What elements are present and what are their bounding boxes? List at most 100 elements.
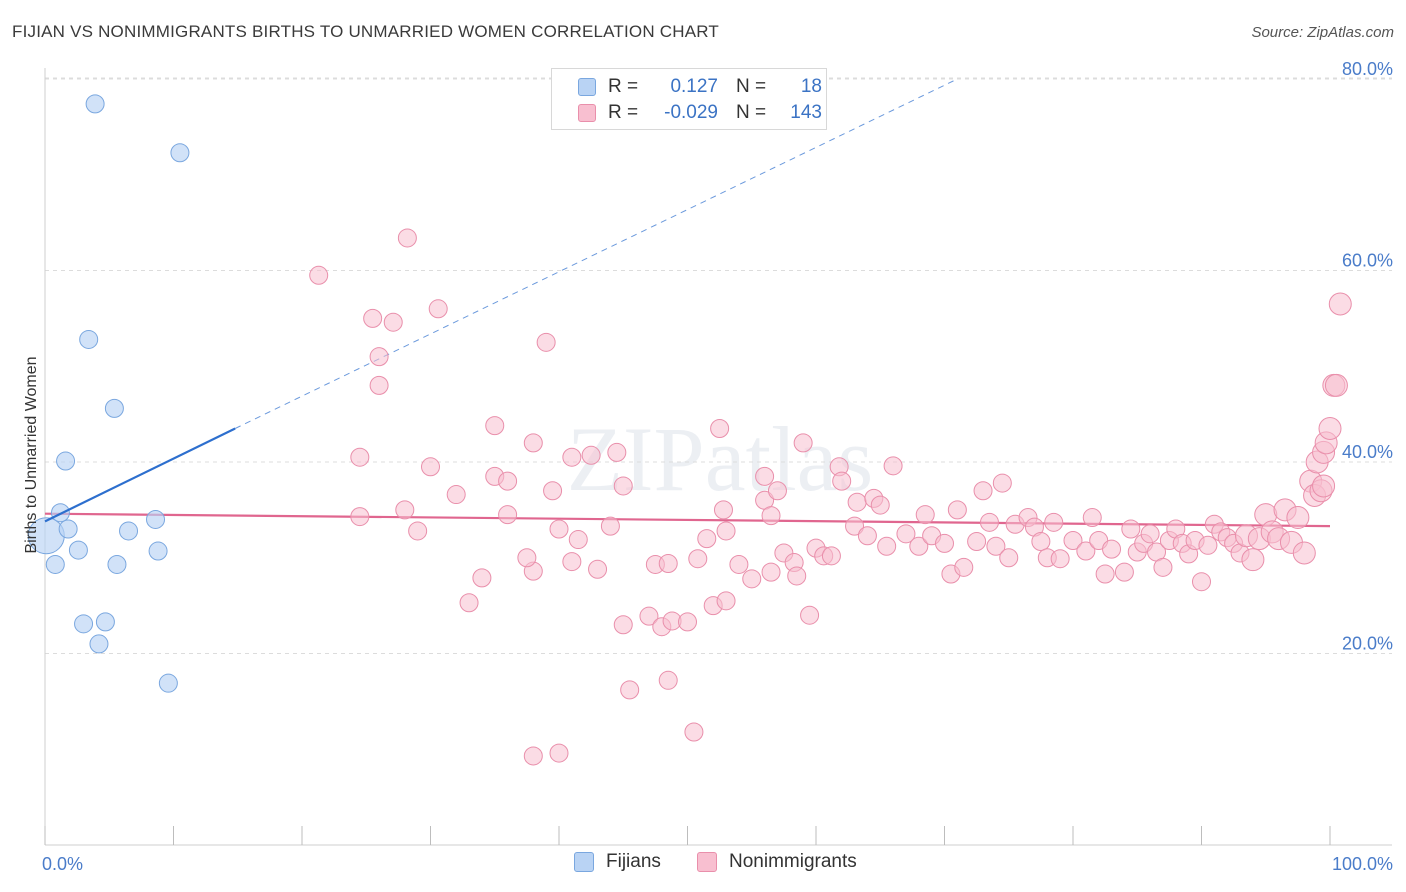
nonimmigrant-point bbox=[383, 312, 403, 332]
nonimmigrant-point bbox=[1318, 416, 1342, 440]
nonimmigrant-point bbox=[716, 521, 736, 541]
n-label: N = bbox=[736, 102, 767, 123]
fijian-point bbox=[89, 634, 109, 654]
nonimmigrant-point bbox=[581, 445, 601, 465]
nonimmigrant-point bbox=[684, 722, 704, 742]
fijians-trend-extension bbox=[234, 78, 958, 429]
nonimmigrant-point bbox=[1198, 535, 1218, 555]
nonimmigrant-point bbox=[755, 466, 775, 486]
nonimmigrant-point bbox=[1082, 508, 1102, 528]
legend-label-fijians: Fijians bbox=[606, 851, 661, 872]
nonimmigrant-point bbox=[967, 531, 987, 551]
fijian-point bbox=[95, 612, 115, 632]
nonimmigrant-point bbox=[369, 347, 389, 367]
nonimmigrant-point bbox=[459, 593, 479, 613]
nonimmigrant-point bbox=[896, 524, 916, 544]
nonimmigrant-point bbox=[688, 549, 708, 569]
nonimmigrant-point bbox=[915, 505, 935, 525]
nonimmigrant-point bbox=[793, 433, 813, 453]
nonimmigrant-point bbox=[954, 557, 974, 577]
nonimmigrant-point bbox=[549, 743, 569, 763]
nonimmigrant-point bbox=[658, 553, 678, 573]
nonimmigrants-swatch bbox=[697, 852, 717, 872]
nonimmigrant-point bbox=[1192, 572, 1211, 592]
nonimmigrant-point bbox=[1312, 474, 1336, 498]
nonimmigrant-point bbox=[1095, 564, 1115, 584]
axes bbox=[44, 68, 1392, 846]
r-label: R = bbox=[608, 102, 639, 123]
nonimmigrant-point bbox=[877, 536, 897, 556]
legend-label-nonimmigrants: Nonimmigrants bbox=[729, 851, 857, 872]
nonimmigrant-point bbox=[1102, 539, 1122, 559]
nonimmigrant-point bbox=[800, 605, 820, 625]
nonimmigrant-point bbox=[395, 500, 415, 520]
nonimmigrant-point bbox=[472, 568, 492, 588]
nonimmigrant-point bbox=[397, 228, 417, 248]
fijian-point bbox=[68, 540, 88, 560]
r-value: 0.127 bbox=[670, 76, 718, 97]
nonimmigrant-point bbox=[350, 507, 370, 527]
tick-labels: 20.0% 40.0% 60.0% 80.0% 0.0% 100.0% bbox=[42, 59, 1393, 874]
data-points bbox=[27, 94, 1352, 766]
nonimmigrant-point bbox=[845, 516, 865, 536]
nonimmigrant-point bbox=[1063, 531, 1083, 551]
nonimmigrant-point bbox=[1114, 562, 1134, 582]
nonimmigrant-point bbox=[350, 447, 370, 467]
nonimmigrant-point bbox=[832, 471, 852, 491]
nonimmigrant-point bbox=[607, 442, 627, 462]
fijian-point bbox=[104, 398, 124, 418]
fijians-swatch bbox=[578, 78, 596, 96]
legend-item-fijians[interactable]: Fijians bbox=[574, 851, 661, 873]
n-value: 143 bbox=[790, 102, 822, 123]
nonimmigrant-point bbox=[309, 265, 329, 285]
nonimmigrant-point bbox=[549, 519, 569, 539]
fijian-point bbox=[85, 94, 105, 114]
nonimmigrant-point bbox=[716, 591, 736, 611]
nonimmigrant-point bbox=[1292, 541, 1316, 565]
fijian-point bbox=[146, 509, 166, 529]
nonimmigrant-point bbox=[909, 536, 929, 556]
nonimmigrant-point bbox=[787, 566, 807, 586]
legend-row-nonimmigrants: R = -0.029 N = 143 bbox=[552, 100, 822, 126]
nonimmigrant-point bbox=[568, 530, 588, 550]
nonimmigrant-point bbox=[536, 332, 556, 352]
nonimmigrant-point bbox=[1031, 531, 1051, 551]
gridlines bbox=[45, 77, 1392, 654]
nonimmigrant-point bbox=[485, 416, 505, 436]
nonimmigrants-trend-line bbox=[44, 512, 1331, 528]
nonimmigrant-point bbox=[658, 670, 678, 690]
nonimmigrant-point bbox=[1121, 519, 1141, 539]
source-credit: Source: ZipAtlas.com bbox=[1251, 24, 1394, 41]
nonimmigrant-point bbox=[562, 552, 582, 572]
nonimmigrant-point bbox=[1153, 557, 1173, 577]
nonimmigrant-point bbox=[992, 473, 1012, 493]
nonimmigrant-point bbox=[1241, 548, 1265, 572]
nonimmigrant-point bbox=[678, 612, 697, 632]
nonimmigrant-point bbox=[1050, 549, 1070, 569]
fijian-point bbox=[58, 519, 78, 539]
nonimmigrant-point bbox=[428, 299, 448, 319]
y-tick-label: 40.0% bbox=[1342, 442, 1393, 462]
x-tick-label: 0.0% bbox=[42, 854, 83, 874]
nonimmigrant-point bbox=[986, 536, 1006, 556]
fijian-point bbox=[79, 329, 99, 349]
y-tick-label: 60.0% bbox=[1342, 251, 1393, 271]
nonimmigrant-point bbox=[421, 457, 440, 477]
nonimmigrant-point bbox=[408, 521, 428, 541]
y-tick-label: 80.0% bbox=[1342, 59, 1393, 79]
nonimmigrant-point bbox=[1328, 292, 1352, 316]
legend-item-nonimmigrants[interactable]: Nonimmigrants bbox=[697, 851, 857, 873]
nonimmigrant-point bbox=[1076, 541, 1096, 561]
nonimmigrant-point bbox=[870, 495, 890, 515]
n-value: 18 bbox=[800, 76, 822, 97]
nonimmigrant-point bbox=[767, 481, 787, 501]
y-axis-label: Births to Unmarried Women bbox=[23, 356, 40, 553]
r-value: -0.029 bbox=[664, 102, 718, 123]
nonimmigrant-point bbox=[613, 615, 633, 635]
nonimmigrant-point bbox=[742, 569, 762, 589]
fijian-point bbox=[107, 554, 127, 574]
chart-title: FIJIAN VS NONIMMIGRANTS BIRTHS TO UNMARR… bbox=[12, 22, 719, 41]
x-tick-label: 100.0% bbox=[1332, 854, 1393, 874]
fijian-point bbox=[74, 614, 94, 634]
